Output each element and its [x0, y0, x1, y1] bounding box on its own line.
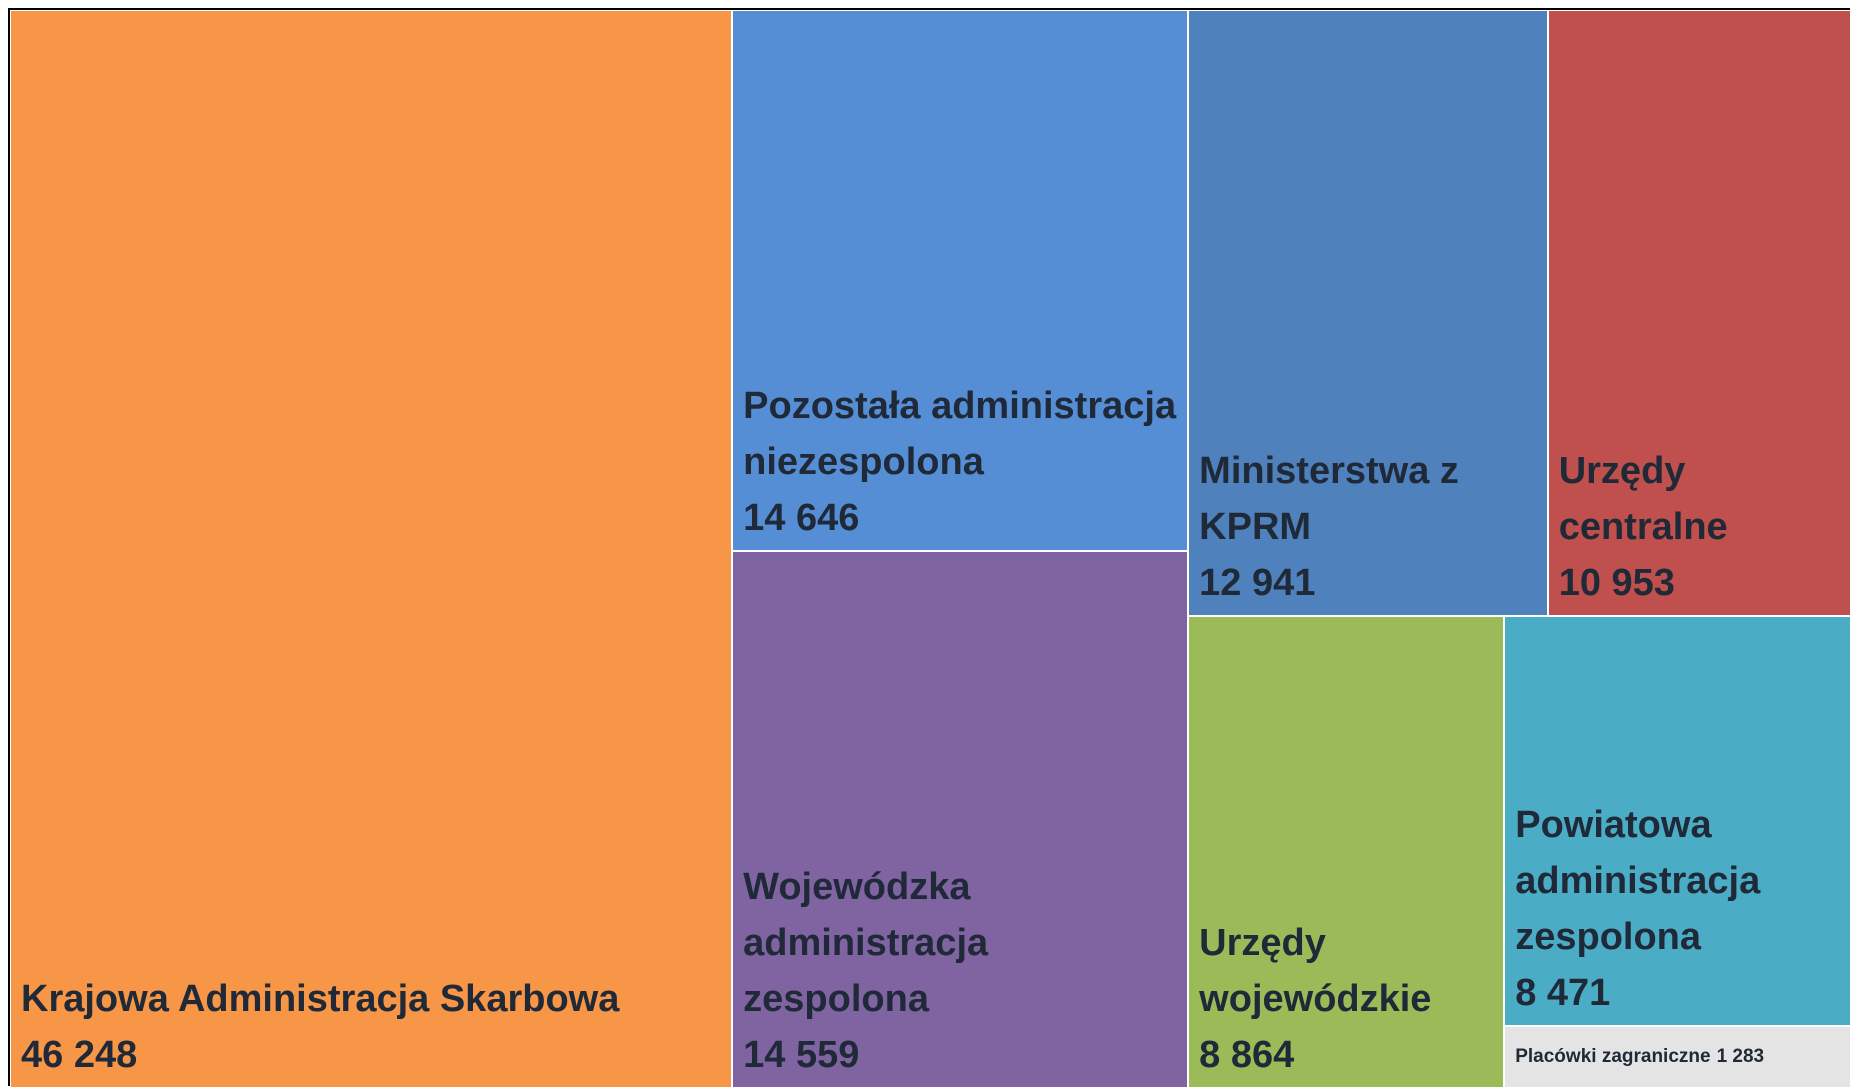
treemap-cell: Placówki zagraniczne 1 283	[1504, 1025, 1850, 1088]
treemap-cell: Ministerstwa z KPRM 12 941	[1188, 10, 1548, 616]
cell-value: 46 248	[21, 1034, 138, 1076]
cell-value: 14 559	[743, 1033, 860, 1076]
cell-name: Wojewódzka administracja zespolona	[743, 865, 989, 1020]
cell-value: 10 953	[1558, 561, 1675, 604]
cell-name: Urzędy centralne	[1558, 449, 1728, 548]
cell-name: Ministerstwa z KPRM	[1199, 449, 1459, 548]
cell-name: Powiatowa administracja zespolona	[1515, 803, 1761, 958]
treemap-cell: Powiatowa administracja zespolona 8 471	[1504, 615, 1850, 1026]
treemap-cell: Urzędy centralne 10 953	[1547, 10, 1850, 616]
cell-value: 8 864	[1199, 1033, 1295, 1076]
treemap-cell: Wojewódzka administracja zespolona 14 559	[732, 550, 1189, 1088]
cell-name: Krajowa Administracja Skarbowa	[21, 978, 620, 1020]
treemap-cell: Urzędy wojewódzkie 8 864	[1188, 615, 1505, 1088]
cell-name: Pozostała administracja niezespolona	[743, 384, 1177, 483]
cell-value: 12 941	[1199, 561, 1316, 604]
cell-value: 8 471	[1515, 971, 1611, 1014]
treemap-cell: Krajowa Administracja Skarbowa 46 248	[10, 10, 733, 1088]
treemap-cell: Pozostała administracja niezespolona 14 6…	[732, 10, 1189, 551]
treemap: Krajowa Administracja Skarbowa 46 248 Pozo…	[8, 8, 1850, 1088]
cell-name: Placówki zagraniczne	[1515, 1045, 1711, 1067]
cell-name: Urzędy wojewódzkie	[1199, 921, 1432, 1020]
cell-value: 1 283	[1716, 1045, 1765, 1067]
cell-value: 14 646	[743, 496, 860, 539]
